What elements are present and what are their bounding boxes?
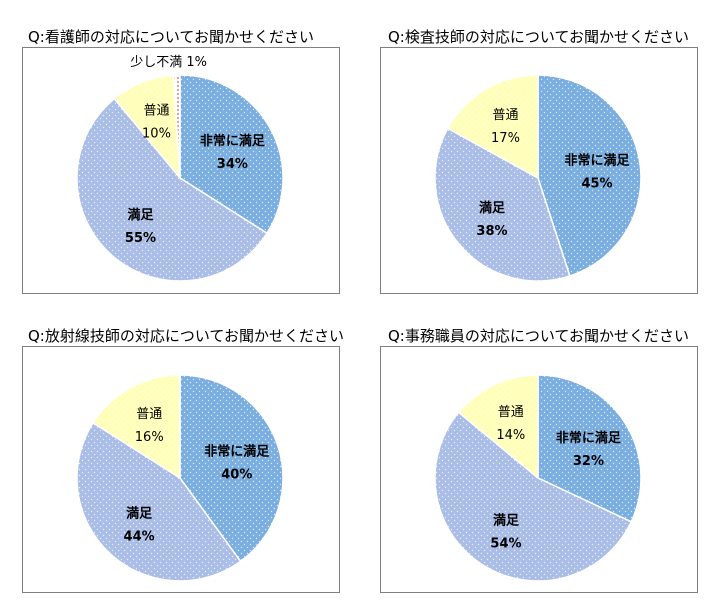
chart-4-slice-2 [434,411,633,582]
chart-2-slice-3-value: 17% [491,131,520,146]
chart-1-slice-3-value: 10% [142,127,171,142]
chart-3-slice-1-label: 非常に満足 [204,444,270,460]
chart-1-slice-3-label: 普通 [143,104,169,119]
chart-3-slice-2-value: 44% [124,530,155,545]
chart-1-slice-4 [172,74,181,179]
chart-2-slice-1-label: 非常に満足 [564,153,630,169]
chart-1-slice-4-label: 少し不満 1% [130,55,207,70]
chart-3-slice-2-label: 満足 [126,506,153,522]
chart-2-slice-2 [434,127,571,282]
chart-3-slice-1 [179,374,284,563]
chart-4-title: Q:事務職員の対応についてお聞かせください [388,327,689,345]
chart-2-slice-1-value: 45% [581,177,612,192]
chart-3-slice-1-value: 40% [221,468,252,483]
chart-3-slice-2 [76,421,242,582]
chart-1-title: Q:看護師の対応についてお聞かせください [28,28,314,46]
chart-4-slice-1-value: 32% [573,454,604,469]
chart-1-slice-2-value: 55% [125,231,156,246]
chart-1-slice-2 [76,97,269,282]
chart-2-slice-1 [537,74,642,277]
chart-4-slice-1-label: 非常に満足 [556,430,622,446]
chart-3-slice-3-value: 16% [135,430,164,445]
chart-4-slice-2-label: 満足 [493,512,520,528]
chart-1-slice-1-value: 34% [217,157,248,172]
chart-2-slice-3 [446,74,539,180]
chart-2-slice-2-label: 満足 [479,200,506,216]
chart-3-slice-3-label: 普通 [136,407,162,422]
chart-3-slice-3 [91,374,181,480]
chart-4-slice-3-value: 14% [496,428,525,443]
chart-2-slice-3-label: 普通 [492,108,518,123]
chart-4-slice-3-label: 普通 [498,405,524,420]
chart-4-slice-3 [457,374,539,480]
chart-1-slice-2-label: 満足 [127,207,154,223]
chart-4-slice-2-value: 54% [490,536,521,551]
chart-1-slice-1-label: 非常に満足 [200,133,266,149]
chart-2-title: Q:検査技師の対応についてお聞かせください [388,28,689,46]
chart-3-title: Q:放射線技師の対応についてお聞かせください [28,327,344,345]
chart-2-slice-2-value: 38% [476,224,507,239]
chart-4-slice-1 [537,374,642,523]
